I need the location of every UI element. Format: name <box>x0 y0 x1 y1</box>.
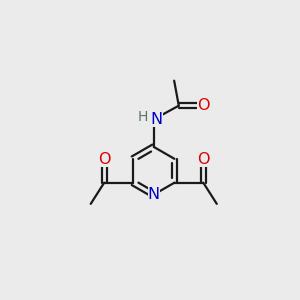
Text: O: O <box>197 98 210 113</box>
Text: O: O <box>98 152 110 167</box>
Text: N: N <box>148 187 160 202</box>
Text: H: H <box>138 110 148 124</box>
Text: N: N <box>150 112 163 127</box>
Text: O: O <box>197 152 209 167</box>
